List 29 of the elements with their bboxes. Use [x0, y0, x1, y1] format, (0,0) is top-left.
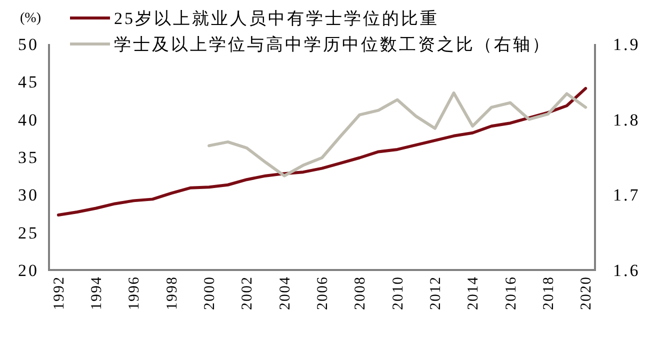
- ylabel: (%): [20, 11, 41, 26]
- x-tick-label: 1996: [126, 276, 143, 310]
- y2-tick-label: 1.9: [613, 35, 640, 54]
- legend-label: 学士及以上学位与高中学历中位数工资之比（右轴）: [114, 35, 551, 54]
- y2-tick-label: 1.6: [613, 261, 640, 280]
- x-tick-label: 2018: [540, 276, 557, 310]
- legend-label: 25岁以上就业人员中有学士学位的比重: [114, 9, 439, 28]
- x-tick-label: 1992: [51, 276, 68, 310]
- y2-tick-label: 1.8: [613, 110, 640, 130]
- x-tick-label: 2012: [428, 276, 444, 310]
- y-tick-label: 25: [18, 223, 39, 242]
- y-tick-label: 35: [18, 148, 39, 167]
- x-tick-label: 2006: [315, 276, 331, 310]
- x-tick-label: 2008: [352, 276, 369, 310]
- x-tick-label: 2016: [503, 276, 520, 310]
- y-tick-label: 30: [18, 186, 39, 205]
- x-tick-label: 2020: [578, 276, 595, 310]
- x-tick-label: 1994: [89, 276, 106, 310]
- y-tick-label: 40: [18, 110, 39, 130]
- y-tick-label: 50: [18, 35, 39, 54]
- y-tick-label: 45: [18, 72, 39, 92]
- x-tick-label: 2014: [466, 276, 482, 310]
- y-tick-label: 20: [18, 261, 39, 280]
- x-tick-label: 2004: [277, 276, 294, 310]
- y2-tick-label: 1.7: [613, 186, 640, 205]
- x-tick-label: 2002: [240, 276, 256, 310]
- x-tick-label: 1998: [164, 276, 180, 310]
- x-tick-label: 2010: [390, 276, 406, 310]
- x-tick-label: 2000: [202, 276, 218, 310]
